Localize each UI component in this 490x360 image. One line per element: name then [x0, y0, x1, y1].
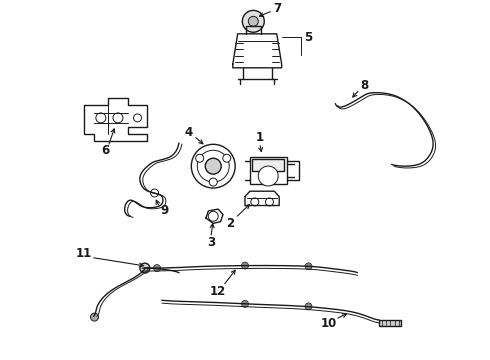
Text: 5: 5 [304, 31, 313, 44]
Circle shape [91, 313, 98, 321]
Circle shape [251, 198, 259, 206]
Text: 4: 4 [185, 126, 193, 139]
Circle shape [153, 265, 161, 271]
Text: 9: 9 [160, 204, 169, 217]
Text: 1: 1 [256, 131, 264, 144]
Circle shape [209, 178, 217, 186]
Circle shape [150, 189, 159, 197]
Text: 2: 2 [226, 217, 234, 230]
Text: 7: 7 [274, 2, 282, 15]
Text: 12: 12 [210, 285, 226, 298]
Circle shape [208, 211, 218, 221]
Circle shape [242, 300, 248, 307]
Circle shape [205, 158, 221, 174]
Circle shape [266, 198, 273, 206]
Circle shape [96, 113, 106, 123]
Circle shape [305, 303, 312, 310]
Circle shape [140, 263, 150, 273]
Circle shape [305, 263, 312, 270]
Bar [252, 159, 284, 171]
Circle shape [133, 114, 142, 122]
Circle shape [191, 144, 235, 188]
Text: 10: 10 [321, 317, 337, 330]
Circle shape [197, 150, 229, 182]
Text: 11: 11 [75, 247, 92, 260]
Text: 8: 8 [361, 79, 369, 92]
Bar [379, 320, 401, 327]
Circle shape [258, 166, 278, 186]
Bar [250, 157, 287, 184]
Circle shape [243, 10, 264, 32]
Circle shape [113, 113, 123, 123]
Circle shape [223, 154, 231, 162]
Text: 3: 3 [207, 236, 215, 249]
Circle shape [248, 16, 258, 26]
Text: 6: 6 [101, 144, 110, 157]
Circle shape [242, 262, 248, 269]
Circle shape [196, 154, 204, 162]
